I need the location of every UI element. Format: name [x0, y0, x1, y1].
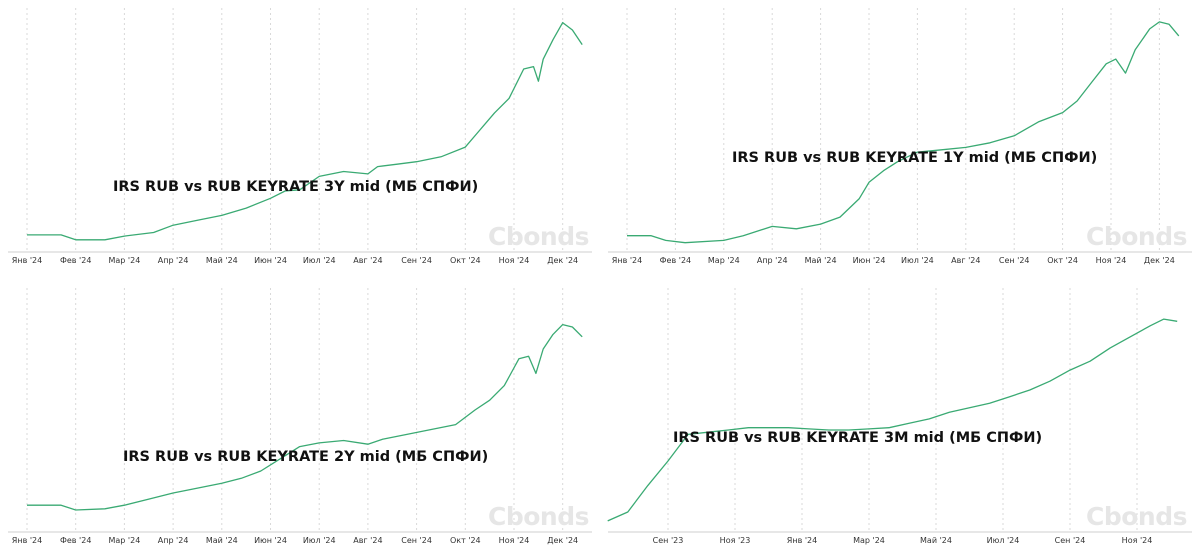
- x-tick-label: Фев '24: [660, 256, 691, 265]
- x-tick-label: Май '24: [206, 536, 238, 545]
- x-tick-label: Июн '24: [254, 256, 287, 265]
- x-tick-label: Дек '24: [547, 256, 578, 265]
- x-tick-label: Июл '24: [901, 256, 934, 265]
- x-tick-label: Ноя '24: [499, 536, 530, 545]
- x-tick-label: Сен '24: [999, 256, 1030, 265]
- chart-plot: Янв '24 Фев '24 Мар '24 Апр '24 Май '24 Июн '…: [8, 288, 592, 545]
- x-tick-label: Авг '24: [353, 536, 382, 545]
- x-tick-label: Июл '24: [303, 256, 336, 265]
- cbonds-watermark: Cbonds: [1086, 502, 1188, 531]
- chart-plot: Янв '24 Фев '24 Мар '24 Апр '24 Май '24 Июн '…: [8, 8, 592, 265]
- x-tick-label: Окт '24: [1047, 256, 1078, 265]
- x-tick-label: Янв '24: [12, 536, 42, 545]
- series-line: [27, 323, 583, 511]
- x-tick-label: Окт '24: [450, 536, 481, 545]
- x-tick-label: Янв '24: [612, 256, 642, 265]
- x-tick-label: Июн '24: [853, 256, 886, 265]
- cbonds-watermark: Cbonds: [488, 222, 590, 251]
- x-tick-label: Июл '24: [303, 536, 336, 545]
- x-tick-label: Авг '24: [353, 256, 382, 265]
- chart-panel-3m: Сен '23 Ноя '23 Янв '24 Мар '24 Май '24 Июл '…: [600, 280, 1200, 560]
- chart-panel-2y: Янв '24 Фев '24 Мар '24 Апр '24 Май '24 Июн '…: [0, 280, 600, 560]
- x-tick-label: Мар '24: [108, 256, 140, 265]
- x-tick-label: Ноя '24: [499, 256, 530, 265]
- x-tick-label: Дек '24: [1144, 256, 1175, 265]
- x-tick-label: Сен '24: [1055, 536, 1086, 545]
- chart-plot: Янв '24 Фев '24 Мар '24 Апр '24 Май '24 Июн '…: [608, 8, 1192, 265]
- x-tick-label: Фев '24: [60, 536, 91, 545]
- x-tick-label: Май '24: [206, 256, 238, 265]
- x-tick-label: Ноя '24: [1122, 536, 1153, 545]
- x-tick-label: Ноя '24: [1096, 256, 1127, 265]
- x-tick-label: Апр '24: [757, 256, 788, 265]
- x-tick-label: Май '24: [805, 256, 837, 265]
- x-tick-label: Апр '24: [158, 256, 189, 265]
- chart-title: IRS RUB vs RUB KEYRATE 2Y mid (МБ СПФИ): [123, 449, 489, 465]
- chart-title: IRS RUB vs RUB KEYRATE 3M mid (МБ СПФИ): [673, 430, 1043, 446]
- x-tick-label: Фев '24: [60, 256, 91, 265]
- x-tick-label: Окт '24: [450, 256, 481, 265]
- chart-panel-1y: Янв '24 Фев '24 Мар '24 Апр '24 Май '24 Июн '…: [600, 0, 1200, 280]
- x-tick-label: Сен '24: [401, 536, 432, 545]
- x-tick-label: Май '24: [920, 536, 952, 545]
- cbonds-watermark: Cbonds: [488, 502, 590, 531]
- x-tick-label: Янв '24: [787, 536, 817, 545]
- x-tick-label: Сен '24: [401, 256, 432, 265]
- cbonds-watermark: Cbonds: [1086, 222, 1188, 251]
- x-tick-label: Июл '24: [987, 536, 1020, 545]
- chart-plot: Сен '23 Ноя '23 Янв '24 Мар '24 Май '24 Июл '…: [607, 288, 1192, 545]
- x-tick-label: Авг '24: [951, 256, 980, 265]
- series-line: [27, 21, 583, 241]
- chart-title: IRS RUB vs RUB KEYRATE 1Y mid (МБ СПФИ): [732, 150, 1098, 166]
- x-tick-label: Апр '24: [158, 536, 189, 545]
- x-tick-label: Мар '24: [853, 536, 885, 545]
- chart-panel-3y: Янв '24 Фев '24 Мар '24 Апр '24 Май '24 Июн '…: [0, 0, 600, 280]
- x-tick-label: Мар '24: [108, 536, 140, 545]
- x-tick-label: Мар '24: [708, 256, 740, 265]
- x-tick-label: Янв '24: [12, 256, 42, 265]
- series-line: [607, 318, 1178, 522]
- x-tick-label: Дек '24: [547, 536, 578, 545]
- x-tick-label: Ноя '23: [720, 536, 751, 545]
- x-tick-label: Сен '23: [653, 536, 684, 545]
- chart-title: IRS RUB vs RUB KEYRATE 3Y mid (МБ СПФИ): [113, 179, 479, 195]
- series-line: [627, 21, 1180, 244]
- x-tick-label: Июн '24: [254, 536, 287, 545]
